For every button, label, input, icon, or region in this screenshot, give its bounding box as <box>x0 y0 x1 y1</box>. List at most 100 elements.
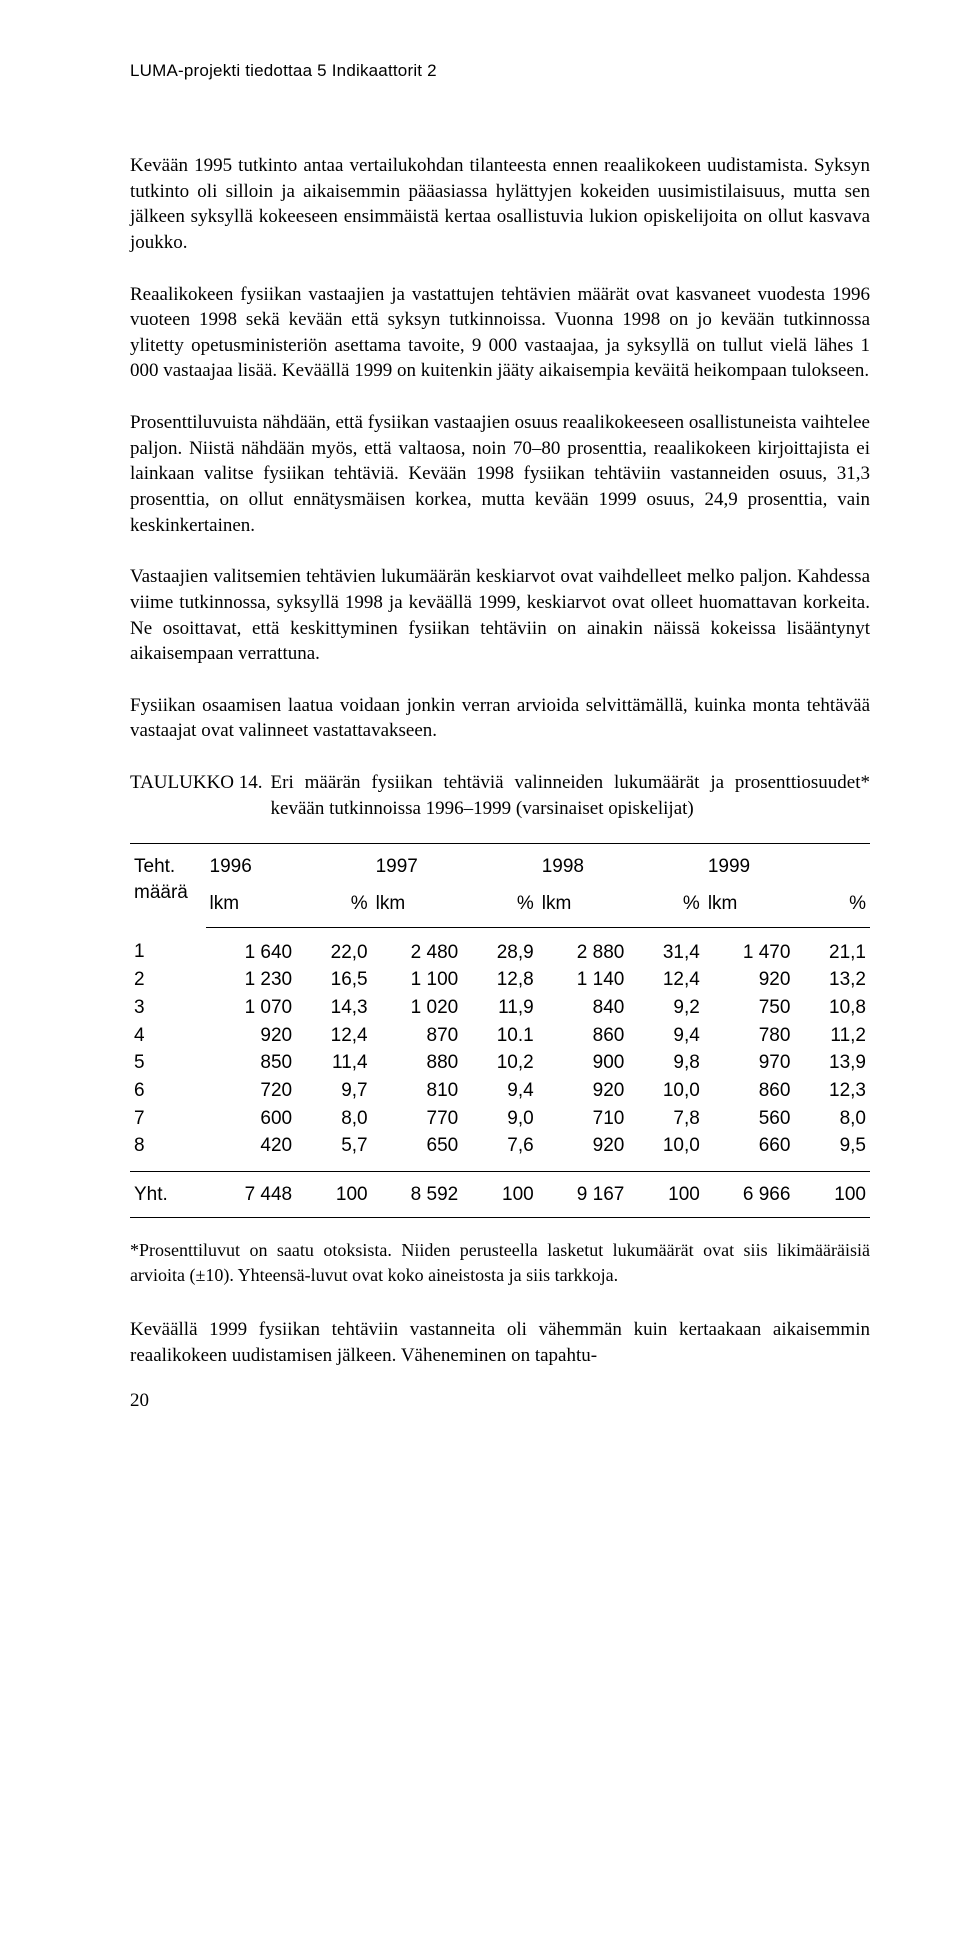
table14-cell: 9,5 <box>794 1132 870 1171</box>
table14-cell: 10.1 <box>462 1022 538 1050</box>
table14-cell: 7,8 <box>628 1105 704 1133</box>
table-row: 11 64022,02 48028,92 88031,41 47021,1 <box>130 927 870 966</box>
table14-cell: 12,4 <box>628 966 704 994</box>
table14-cell: 880 <box>372 1049 463 1077</box>
paragraph-6: Keväällä 1999 fysiikan tehtäviin vastann… <box>130 1317 870 1368</box>
table14-cell: 710 <box>538 1105 629 1133</box>
table14-cell: 13,2 <box>794 966 870 994</box>
table14-cell: 900 <box>538 1049 629 1077</box>
table14-body: 11 64022,02 48028,92 88031,41 47021,121 … <box>130 927 870 1171</box>
table14-cell: 1 100 <box>372 966 463 994</box>
table14-cell: 970 <box>704 1049 795 1077</box>
table14-cell: 420 <box>206 1132 297 1171</box>
table14-cell: 10,2 <box>462 1049 538 1077</box>
table14-head-task: Teht.määrä <box>130 844 206 927</box>
table14-cell: 28,9 <box>462 927 538 966</box>
table14-cell: 8,0 <box>794 1105 870 1133</box>
paragraph-2: Reaalikokeen fysiikan vastaajien ja vast… <box>130 282 870 385</box>
table14-subcol: % <box>296 881 372 927</box>
table14-cell: 11,2 <box>794 1022 870 1050</box>
table-row: 67209,78109,492010,086012,3 <box>130 1077 870 1105</box>
table14-cell: 12,8 <box>462 966 538 994</box>
table14-cell: 920 <box>206 1022 297 1050</box>
table-row: 585011,488010,29009,897013,9 <box>130 1049 870 1077</box>
table14-cell: 850 <box>206 1049 297 1077</box>
table14-cell: 1 070 <box>206 994 297 1022</box>
table14-cell: 770 <box>372 1105 463 1133</box>
table14-cell: 7,6 <box>462 1132 538 1171</box>
table14-cell: 12,3 <box>794 1077 870 1105</box>
table14-cell: 16,5 <box>296 966 372 994</box>
table14-cell: 750 <box>704 994 795 1022</box>
table14-footer-label: Yht. <box>130 1171 206 1218</box>
table-row: 76008,07709,07107,85608,0 <box>130 1105 870 1133</box>
table14-cell: 10,0 <box>628 1077 704 1105</box>
table14-cell: 5,7 <box>296 1132 372 1171</box>
paragraph-5: Fysiikan osaamisen laatua voidaan jonkin… <box>130 693 870 744</box>
table14-cell: 920 <box>704 966 795 994</box>
table-row: 31 07014,31 02011,98409,275010,8 <box>130 994 870 1022</box>
table14-footer-cell: 8 592 <box>372 1171 463 1218</box>
table14-head-task-line1: Teht.määrä <box>134 856 188 903</box>
paragraph-3: Prosenttiluvuista nähdään, että fysiikan… <box>130 410 870 538</box>
running-head: LUMA-projekti tiedottaa 5 Indikaattorit … <box>130 60 870 83</box>
table14: Teht.määrä 1996 1997 1998 1999 lkm % lkm… <box>130 843 870 1218</box>
table14-cell: 600 <box>206 1105 297 1133</box>
table14-cell: 660 <box>704 1132 795 1171</box>
table14-cell: 9,8 <box>628 1049 704 1077</box>
table14-caption-text: Eri määrän fysiikan tehtäviä valinneiden… <box>271 770 870 821</box>
table14-task-cell: 7 <box>130 1105 206 1133</box>
table14-footer-cell: 100 <box>794 1171 870 1218</box>
table14-footer-cell: 100 <box>628 1171 704 1218</box>
table14-cell: 1 020 <box>372 994 463 1022</box>
table14-cell: 14,3 <box>296 994 372 1022</box>
table14-caption: TAULUKKO 14. Eri määrän fysiikan tehtävi… <box>130 770 870 821</box>
table14-head-year-0: 1996 <box>206 844 372 881</box>
table14-task-cell: 3 <box>130 994 206 1022</box>
table-row: 492012,487010.18609,478011,2 <box>130 1022 870 1050</box>
table14-cell: 1 640 <box>206 927 297 966</box>
table14-cell: 1 140 <box>538 966 629 994</box>
table14-cell: 840 <box>538 994 629 1022</box>
table14-subcol: % <box>462 881 538 927</box>
table14-cell: 13,9 <box>794 1049 870 1077</box>
table14-cell: 11,4 <box>296 1049 372 1077</box>
table14-footer-cell: 100 <box>462 1171 538 1218</box>
table14-cell: 11,9 <box>462 994 538 1022</box>
table14-cell: 22,0 <box>296 927 372 966</box>
table14-subcol: lkm <box>704 881 795 927</box>
table14-subcol: lkm <box>372 881 463 927</box>
table14-head-year-3: 1999 <box>704 844 870 881</box>
table14-subcol: % <box>628 881 704 927</box>
table14-cell: 9,4 <box>628 1022 704 1050</box>
table14-footer-cell: 6 966 <box>704 1171 795 1218</box>
table-row: 84205,76507,692010,06609,5 <box>130 1132 870 1171</box>
page-number: 20 <box>130 1388 870 1414</box>
table14-cell: 780 <box>704 1022 795 1050</box>
paragraph-4: Vastaajien valitsemien tehtävien lukumää… <box>130 564 870 667</box>
table14-cell: 9,2 <box>628 994 704 1022</box>
table14-cell: 650 <box>372 1132 463 1171</box>
table14-cell: 9,7 <box>296 1077 372 1105</box>
table14-cell: 860 <box>538 1022 629 1050</box>
table14-cell: 720 <box>206 1077 297 1105</box>
paragraph-1: Kevään 1995 tutkinto antaa vertailukohda… <box>130 153 870 256</box>
table14-cell: 920 <box>538 1077 629 1105</box>
table14-cell: 870 <box>372 1022 463 1050</box>
table14-footer-cell: 7 448 <box>206 1171 297 1218</box>
table14-cell: 560 <box>704 1105 795 1133</box>
table14-cell: 10,8 <box>794 994 870 1022</box>
table14-cell: 2 480 <box>372 927 463 966</box>
table14-task-cell: 6 <box>130 1077 206 1105</box>
table14-task-cell: 4 <box>130 1022 206 1050</box>
table14-task-cell: 8 <box>130 1132 206 1171</box>
table14-cell: 31,4 <box>628 927 704 966</box>
table14-head-year-1: 1997 <box>372 844 538 881</box>
table14-cell: 10,0 <box>628 1132 704 1171</box>
table14-cell: 920 <box>538 1132 629 1171</box>
table14-cell: 9,0 <box>462 1105 538 1133</box>
table14-cell: 8,0 <box>296 1105 372 1133</box>
table14-task-cell: 1 <box>130 927 206 966</box>
table14-subcol: lkm <box>206 881 297 927</box>
table14-cell: 1 230 <box>206 966 297 994</box>
